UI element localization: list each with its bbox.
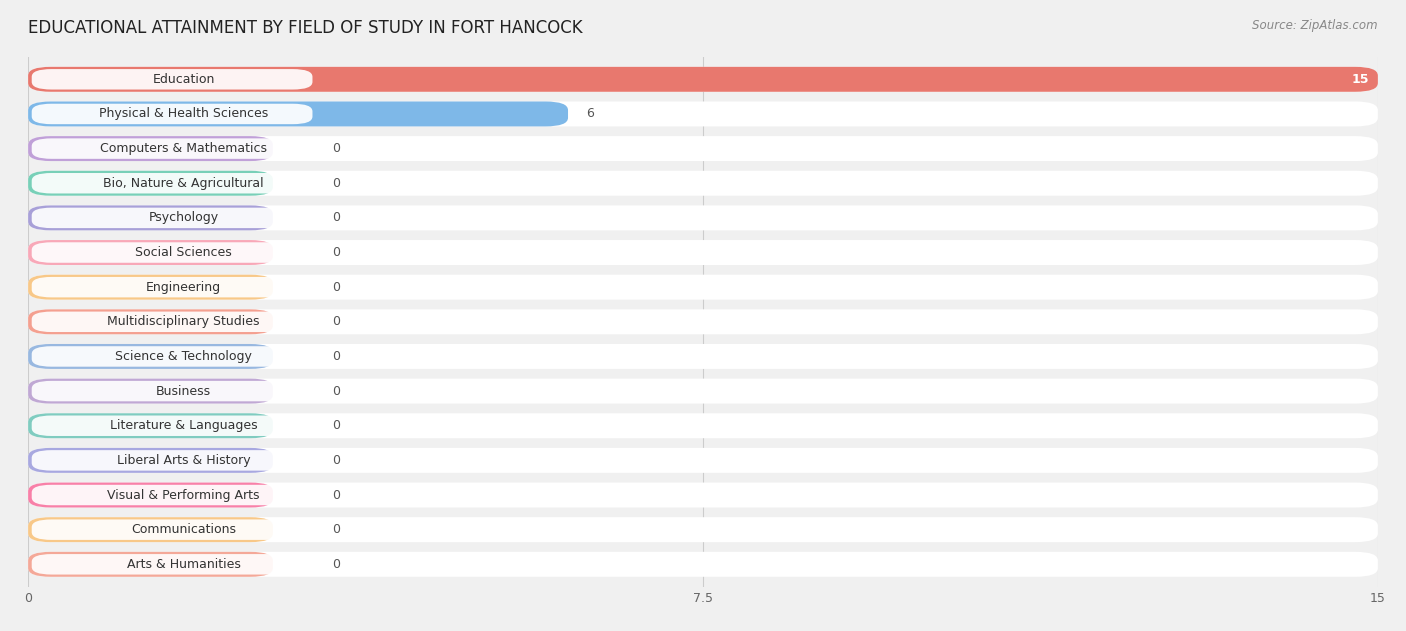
FancyBboxPatch shape bbox=[28, 517, 1378, 542]
Text: Multidisciplinary Studies: Multidisciplinary Studies bbox=[107, 316, 260, 328]
Text: 0: 0 bbox=[332, 246, 340, 259]
FancyBboxPatch shape bbox=[28, 102, 568, 126]
Text: Communications: Communications bbox=[131, 523, 236, 536]
FancyBboxPatch shape bbox=[28, 136, 1378, 161]
FancyBboxPatch shape bbox=[28, 448, 273, 473]
FancyBboxPatch shape bbox=[32, 415, 312, 436]
FancyBboxPatch shape bbox=[28, 309, 273, 334]
Text: Bio, Nature & Agricultural: Bio, Nature & Agricultural bbox=[103, 177, 264, 190]
FancyBboxPatch shape bbox=[28, 552, 273, 577]
FancyBboxPatch shape bbox=[28, 206, 1378, 230]
Text: 0: 0 bbox=[332, 211, 340, 225]
FancyBboxPatch shape bbox=[32, 242, 312, 262]
FancyBboxPatch shape bbox=[28, 102, 1378, 126]
FancyBboxPatch shape bbox=[28, 67, 1378, 91]
Text: 0: 0 bbox=[332, 316, 340, 328]
Text: 0: 0 bbox=[332, 454, 340, 467]
Text: 15: 15 bbox=[1351, 73, 1369, 86]
Text: Physical & Health Sciences: Physical & Health Sciences bbox=[98, 107, 269, 121]
FancyBboxPatch shape bbox=[32, 69, 312, 90]
Text: 0: 0 bbox=[332, 142, 340, 155]
Text: EDUCATIONAL ATTAINMENT BY FIELD OF STUDY IN FORT HANCOCK: EDUCATIONAL ATTAINMENT BY FIELD OF STUDY… bbox=[28, 19, 582, 37]
Text: Engineering: Engineering bbox=[146, 281, 221, 293]
FancyBboxPatch shape bbox=[32, 103, 312, 124]
FancyBboxPatch shape bbox=[32, 450, 312, 471]
FancyBboxPatch shape bbox=[28, 171, 1378, 196]
FancyBboxPatch shape bbox=[32, 346, 312, 367]
FancyBboxPatch shape bbox=[28, 344, 1378, 369]
Text: 0: 0 bbox=[332, 523, 340, 536]
Text: 0: 0 bbox=[332, 350, 340, 363]
FancyBboxPatch shape bbox=[32, 381, 312, 401]
FancyBboxPatch shape bbox=[32, 208, 312, 228]
Text: 0: 0 bbox=[332, 488, 340, 502]
FancyBboxPatch shape bbox=[28, 206, 273, 230]
Text: Business: Business bbox=[156, 385, 211, 398]
Text: Psychology: Psychology bbox=[149, 211, 219, 225]
Text: Education: Education bbox=[152, 73, 215, 86]
FancyBboxPatch shape bbox=[28, 344, 273, 369]
Text: Science & Technology: Science & Technology bbox=[115, 350, 252, 363]
FancyBboxPatch shape bbox=[32, 138, 312, 159]
FancyBboxPatch shape bbox=[28, 483, 273, 507]
Text: 0: 0 bbox=[332, 281, 340, 293]
FancyBboxPatch shape bbox=[28, 309, 1378, 334]
Text: Social Sciences: Social Sciences bbox=[135, 246, 232, 259]
FancyBboxPatch shape bbox=[32, 312, 312, 332]
FancyBboxPatch shape bbox=[28, 413, 273, 438]
FancyBboxPatch shape bbox=[28, 240, 273, 265]
FancyBboxPatch shape bbox=[28, 448, 1378, 473]
FancyBboxPatch shape bbox=[28, 483, 1378, 507]
Text: 0: 0 bbox=[332, 385, 340, 398]
FancyBboxPatch shape bbox=[32, 173, 312, 194]
Text: Arts & Humanities: Arts & Humanities bbox=[127, 558, 240, 571]
FancyBboxPatch shape bbox=[28, 171, 273, 196]
FancyBboxPatch shape bbox=[28, 517, 273, 542]
Text: Literature & Languages: Literature & Languages bbox=[110, 419, 257, 432]
Text: 0: 0 bbox=[332, 558, 340, 571]
FancyBboxPatch shape bbox=[28, 413, 1378, 438]
FancyBboxPatch shape bbox=[28, 274, 1378, 300]
FancyBboxPatch shape bbox=[32, 554, 312, 575]
Text: Visual & Performing Arts: Visual & Performing Arts bbox=[107, 488, 260, 502]
Text: Source: ZipAtlas.com: Source: ZipAtlas.com bbox=[1253, 19, 1378, 32]
FancyBboxPatch shape bbox=[32, 519, 312, 540]
FancyBboxPatch shape bbox=[28, 136, 273, 161]
Text: 0: 0 bbox=[332, 177, 340, 190]
FancyBboxPatch shape bbox=[28, 552, 1378, 577]
FancyBboxPatch shape bbox=[28, 67, 1378, 91]
Text: Liberal Arts & History: Liberal Arts & History bbox=[117, 454, 250, 467]
FancyBboxPatch shape bbox=[32, 277, 312, 297]
FancyBboxPatch shape bbox=[28, 274, 273, 300]
FancyBboxPatch shape bbox=[28, 379, 1378, 404]
FancyBboxPatch shape bbox=[32, 485, 312, 505]
FancyBboxPatch shape bbox=[28, 379, 273, 404]
FancyBboxPatch shape bbox=[28, 240, 1378, 265]
Text: 0: 0 bbox=[332, 419, 340, 432]
Text: 6: 6 bbox=[586, 107, 593, 121]
Text: Computers & Mathematics: Computers & Mathematics bbox=[100, 142, 267, 155]
